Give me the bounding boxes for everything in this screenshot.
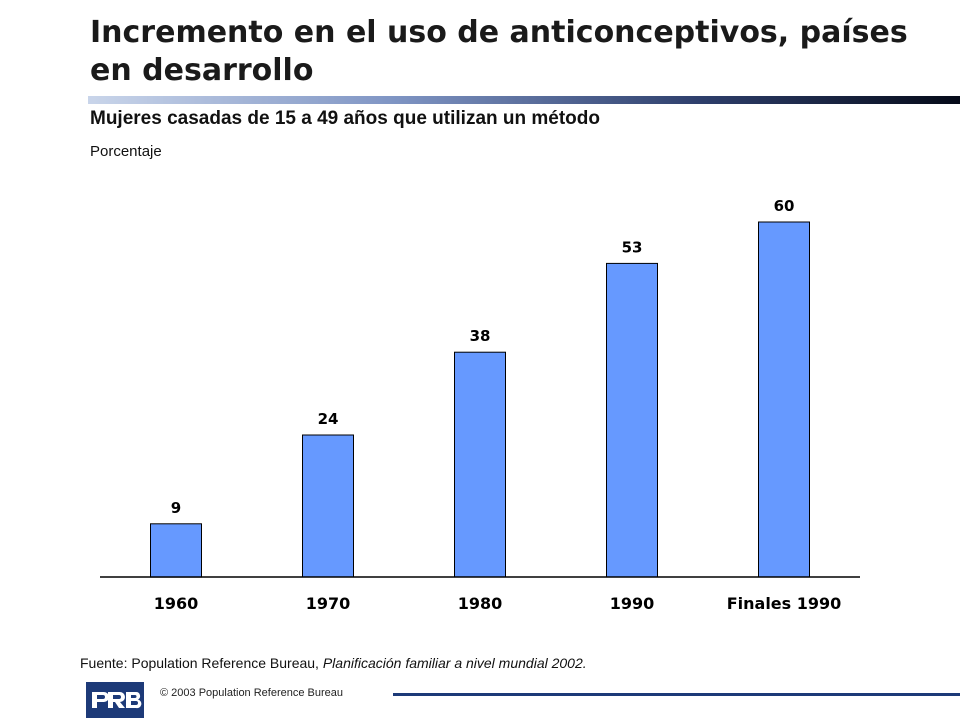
bar-1980: [454, 351, 506, 578]
data-label: 53: [622, 238, 643, 256]
chart-title: Mujeres casadas de 15 a 49 años que util…: [90, 108, 600, 129]
chart-unit-label: Porcentaje: [90, 143, 162, 160]
page-title: Incremento en el uso de anticonceptivos,…: [90, 15, 908, 88]
prb-logo: [86, 682, 144, 718]
bar-1990: [606, 262, 658, 578]
bar-chart: 9 1960 24 1970 38 1980 53 1990 60 Finales 1990: [100, 197, 860, 613]
x-tick-label: 1970: [306, 594, 351, 613]
data-label: 38: [470, 327, 491, 345]
source-title: Planificación familiar a nivel mundial 2…: [322, 655, 587, 671]
copyright-text: © 2003 Population Reference Bureau: [160, 687, 344, 699]
x-tick-label: Finales 1990: [727, 594, 842, 613]
source-prefix: Fuente: Population Reference Bureau,: [80, 655, 323, 671]
title-divider: [88, 96, 960, 104]
data-label: 24: [318, 410, 339, 428]
x-tick-label: 1990: [610, 594, 655, 613]
data-label: 9: [171, 499, 181, 517]
bar-1970: [302, 434, 354, 578]
x-tick-label: 1980: [458, 594, 503, 613]
data-label: 60: [774, 197, 795, 215]
source-note: Fuente: Population Reference Bureau, Pla…: [80, 655, 587, 671]
footer-divider: [393, 693, 960, 696]
prb-logo-icon: [86, 682, 144, 718]
bar-1960: [150, 523, 202, 578]
bar-finales-1990: [758, 221, 810, 578]
x-tick-label: 1960: [154, 594, 199, 613]
